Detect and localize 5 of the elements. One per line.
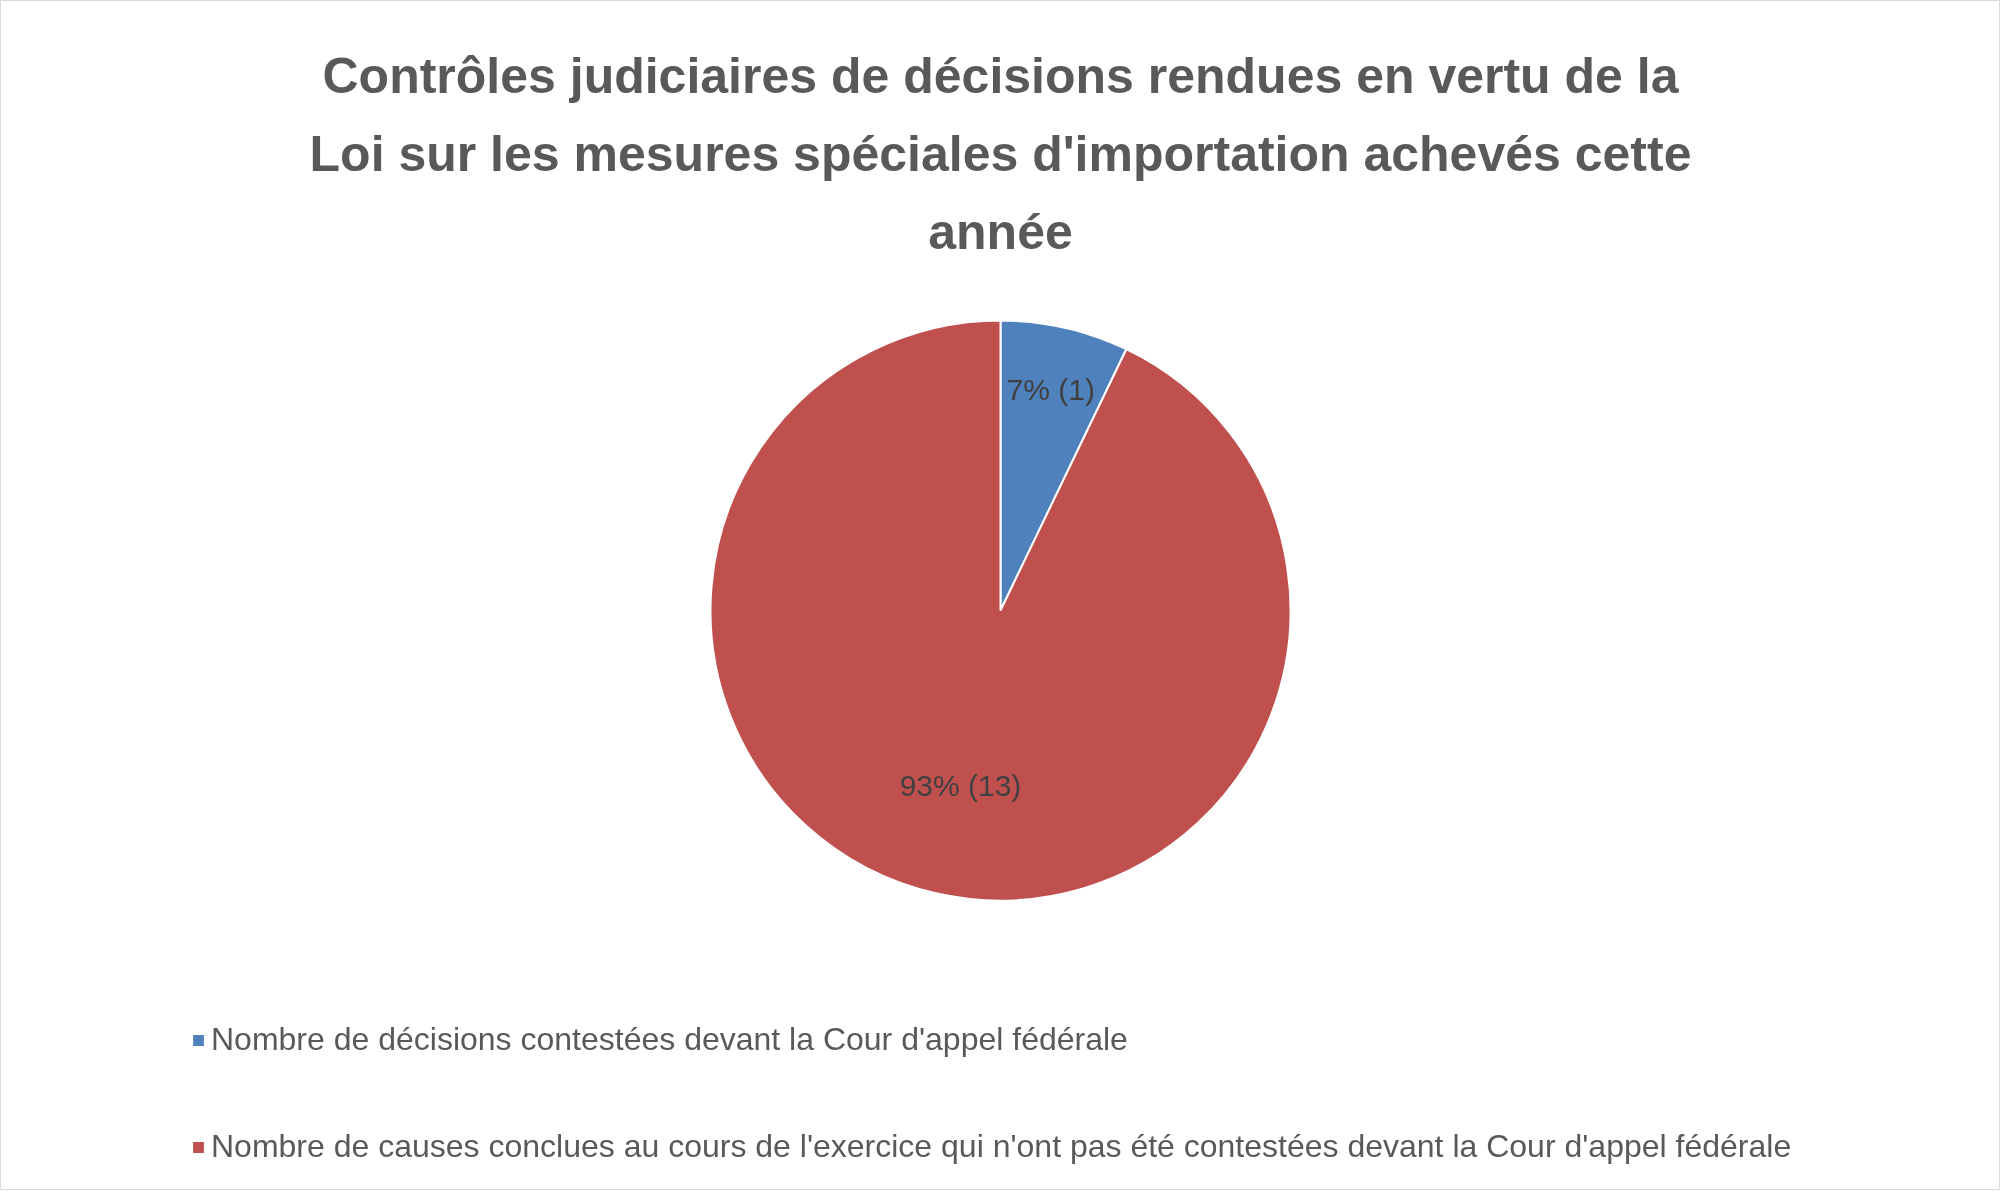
legend-label: Nombre de causes conclues au cours de l'exercice qui n'ont pas été contestées devant la Cour d'appel fédérale [211, 1128, 1792, 1165]
data-label: 7% (1) [1006, 373, 1096, 407]
data-label: 93% (13) [899, 769, 1022, 803]
legend-label: Nombre de décisions contestées devant la Cour d'appel fédérale [211, 1021, 1128, 1058]
chart-title: Contrôles judiciaires de décisions rendues en vertu de la Loi sur les mesures spéciales d'importation achevés cette année [309, 47, 1692, 260]
